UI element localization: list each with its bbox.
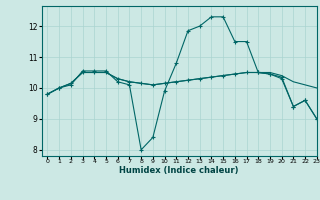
X-axis label: Humidex (Indice chaleur): Humidex (Indice chaleur) <box>119 166 239 175</box>
